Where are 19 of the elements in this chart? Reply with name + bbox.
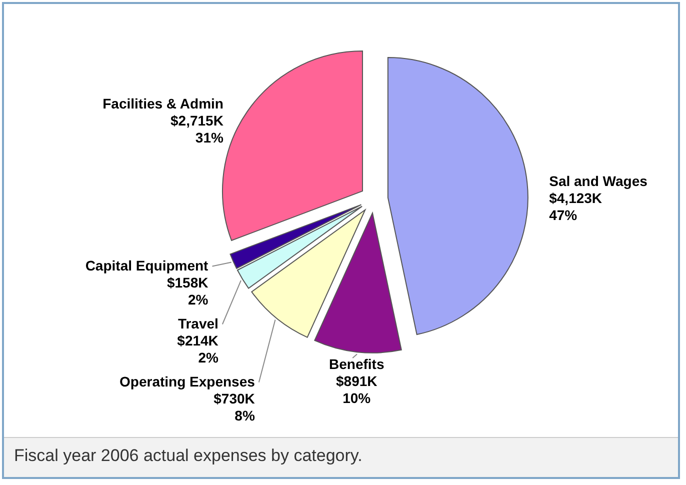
text: 31% [195, 130, 224, 146]
data-label: $730K [214, 390, 255, 406]
text: 47% [549, 206, 578, 223]
slice-label: Operating Expenses [120, 373, 256, 390]
data-label: $4,123K [549, 190, 602, 206]
slice-label: Capital Equipment [85, 257, 209, 274]
text: Fiscal year 2006 actual expenses by category. [14, 446, 364, 466]
text: 2% [188, 291, 208, 308]
text: 8% [234, 407, 255, 424]
text: 10% [342, 390, 371, 406]
data-label: $214K [177, 332, 218, 348]
data-label: $891K [336, 373, 378, 390]
slice-label: Facilities & Admin [102, 96, 224, 112]
slice-label: Travel [178, 315, 218, 332]
slice-label: Benefits [329, 356, 384, 372]
slice-label: Sal and Wages [549, 172, 648, 189]
data-label: $2,715K [170, 112, 224, 129]
text: 2% [198, 349, 218, 366]
data-label: $158K [166, 274, 208, 290]
